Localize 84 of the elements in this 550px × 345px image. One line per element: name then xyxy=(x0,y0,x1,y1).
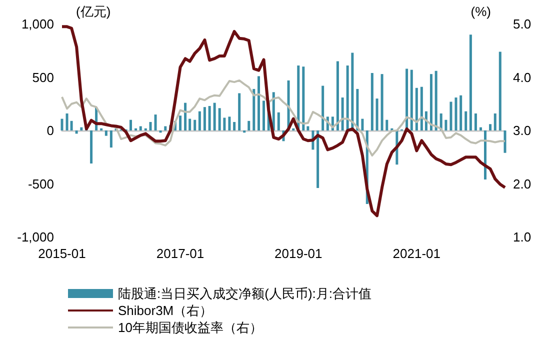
y2-tick-label: 1.0 xyxy=(513,230,532,244)
bar xyxy=(306,126,310,130)
bar xyxy=(489,124,492,130)
bar xyxy=(198,111,201,130)
bar xyxy=(277,112,280,130)
bar xyxy=(154,114,157,130)
bar xyxy=(110,130,112,148)
y2-tick-label: 5.0 xyxy=(513,16,532,32)
bar xyxy=(194,120,196,130)
bar xyxy=(179,116,182,130)
bar xyxy=(376,98,378,130)
y-tick-label: -500 xyxy=(28,176,54,192)
bar xyxy=(370,72,374,130)
x-tick-label: 2019-01 xyxy=(274,246,322,261)
bar xyxy=(203,107,206,130)
bar xyxy=(262,100,266,130)
bar xyxy=(504,130,506,153)
bar xyxy=(460,95,462,130)
y-tick-label: 0 xyxy=(46,123,54,138)
bar xyxy=(218,108,221,130)
y2-tick-label: 3.0 xyxy=(513,123,532,138)
y2-tick-label: 2.0 xyxy=(513,176,532,192)
bar xyxy=(415,88,418,130)
bar xyxy=(188,118,192,130)
bar xyxy=(149,122,152,130)
x-tick-label: 2015-01 xyxy=(38,246,86,261)
bar xyxy=(248,120,250,130)
y-tick-label: 500 xyxy=(32,70,54,85)
bar xyxy=(361,118,364,130)
line-series xyxy=(60,25,506,218)
bar xyxy=(351,52,354,130)
legend-label: 10年期国债收益率（右） xyxy=(118,320,262,335)
bar xyxy=(430,74,432,130)
bar xyxy=(450,102,452,130)
bar xyxy=(322,86,324,130)
y2-tick-label: 4.0 xyxy=(513,70,532,85)
bar xyxy=(479,127,482,130)
x-tick-label: 2017-01 xyxy=(156,246,204,261)
x-tick-label: 2021-01 xyxy=(392,246,441,261)
bar xyxy=(341,97,344,130)
bar xyxy=(184,102,187,130)
bar xyxy=(233,122,236,130)
bar xyxy=(420,86,423,130)
bar xyxy=(238,93,241,130)
bar xyxy=(139,126,142,130)
bar xyxy=(406,68,408,130)
bar xyxy=(302,66,305,130)
bar xyxy=(464,111,468,130)
legend-label: 陆股通:当日买入成交净额(人民币):月:合计值 xyxy=(118,286,372,301)
y-axis-title: (亿元) xyxy=(76,4,111,19)
bar xyxy=(223,118,226,130)
bar xyxy=(80,127,83,130)
bar xyxy=(75,130,78,134)
bar xyxy=(498,52,502,130)
bar xyxy=(469,34,472,130)
bar xyxy=(228,116,231,130)
bar xyxy=(474,113,477,130)
bar xyxy=(336,61,339,130)
bar xyxy=(444,120,448,130)
bar xyxy=(316,130,320,188)
bar xyxy=(380,74,384,130)
bar xyxy=(257,76,260,130)
bar xyxy=(410,70,413,130)
bar xyxy=(386,120,388,130)
bar xyxy=(60,118,64,130)
y-tick-label: 1,000 xyxy=(21,16,54,32)
legend-label: Shibor3M（右） xyxy=(118,303,213,318)
y2-axis-title: (%) xyxy=(470,4,491,19)
bar xyxy=(70,120,73,130)
bar xyxy=(208,106,211,130)
bar xyxy=(346,66,349,130)
y-tick-label: -1,000 xyxy=(17,230,54,244)
bar xyxy=(252,88,256,130)
bar xyxy=(164,126,167,130)
bar xyxy=(356,88,359,130)
bar xyxy=(90,130,93,164)
line-series xyxy=(61,79,506,157)
bar xyxy=(213,102,216,130)
bar xyxy=(104,130,108,136)
bar xyxy=(454,97,458,130)
bar xyxy=(494,113,496,130)
bar xyxy=(434,70,438,130)
bar xyxy=(66,113,68,130)
bar xyxy=(130,120,132,130)
